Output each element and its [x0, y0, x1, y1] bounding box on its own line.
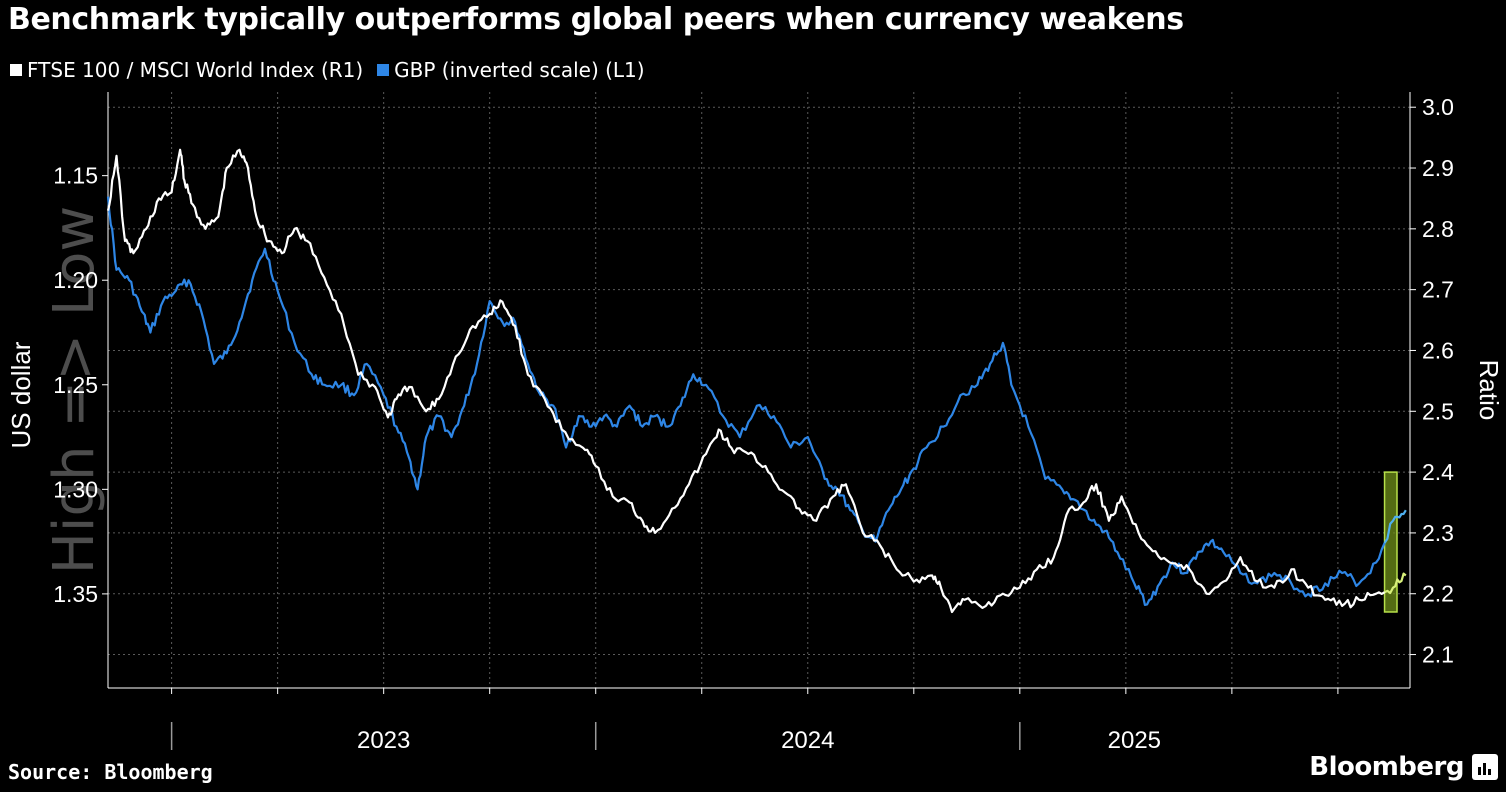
legend-swatch-gbp	[377, 64, 390, 76]
right-tick-label: 2.2	[1422, 581, 1454, 607]
right-tick-label: 2.7	[1422, 277, 1454, 303]
right-tick-label: 2.6	[1422, 337, 1454, 363]
ftse-series-line	[106, 148, 1386, 614]
left-tick-label: 1.35	[53, 581, 98, 607]
legend-label-gbp: GBP (inverted scale) (L1)	[394, 58, 645, 82]
brand-name: Bloomberg	[1309, 752, 1464, 782]
year-label: 2023	[357, 727, 410, 754]
gbp-series-line-highlighted	[1383, 509, 1407, 544]
right-axis-title: Ratio	[1474, 360, 1504, 421]
legend-item-ftse: FTSE 100 / MSCI World Index (R1)	[10, 58, 363, 82]
ftse-series-line-highlighted	[1384, 572, 1407, 595]
left-tick-label: 1.25	[53, 372, 98, 398]
left-tick-label: 1.15	[53, 163, 98, 189]
watermark-high-low: High => Low	[42, 206, 107, 574]
right-tick-label: 3.0	[1422, 94, 1454, 120]
right-tick-label: 2.4	[1422, 459, 1454, 485]
year-label: 2025	[1108, 727, 1161, 754]
left-tick-label: 1.30	[53, 476, 98, 502]
legend-swatch-ftse	[10, 64, 22, 76]
legend-label-ftse: FTSE 100 / MSCI World Index (R1)	[27, 58, 364, 82]
left-axis-title: US dollar	[6, 341, 36, 448]
legend: FTSE 100 / MSCI World Index (R1) GBP (in…	[10, 58, 659, 82]
brand: Bloomberg	[1309, 752, 1498, 782]
right-tick-label: 2.8	[1422, 216, 1454, 242]
gbp-series-line	[106, 196, 1386, 606]
right-tick-label: 2.1	[1422, 642, 1454, 668]
right-tick-label: 2.3	[1422, 520, 1454, 546]
right-tick-label: 2.5	[1422, 398, 1454, 424]
bar-chart-icon	[1472, 754, 1498, 780]
source-note: Source: Bloomberg	[8, 760, 213, 784]
left-tick-label: 1.20	[53, 267, 98, 293]
year-label: 2024	[781, 727, 834, 754]
chart-title: Benchmark typically outperforms global p…	[8, 2, 1184, 37]
legend-item-gbp: GBP (inverted scale) (L1)	[377, 58, 645, 82]
right-tick-label: 2.9	[1422, 155, 1454, 181]
